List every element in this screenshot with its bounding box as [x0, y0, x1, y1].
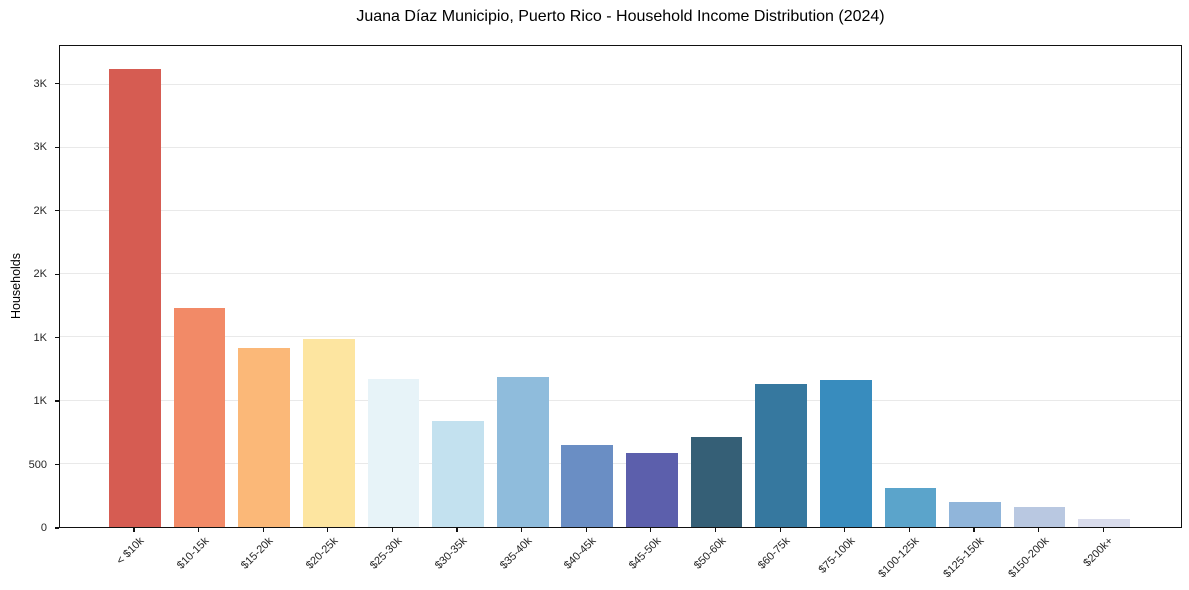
xtick-label-$20-25k: $20-25k [303, 535, 341, 572]
bar-< $10k [109, 68, 161, 527]
ytick-label-0: 0 [40, 522, 47, 534]
bar-$25-30k [367, 379, 420, 527]
xtick-label-$75-100k: $75-100k [816, 535, 858, 576]
gridline-2500 [60, 210, 1181, 212]
xtick-label-$60-75k: $60-75k [756, 535, 793, 572]
xtick-mark-$35-40k [521, 528, 523, 532]
y-axis-label: Households [9, 252, 23, 320]
bar-$45-50k [626, 453, 678, 527]
bar-$100-125k [884, 487, 937, 527]
xtick-label-$10-15k: $10-15k [174, 535, 212, 572]
ytick-mark-500 [55, 463, 59, 466]
xtick-mark-$10-15k [198, 528, 200, 532]
xtick-label-$25-30k: $25-30k [368, 535, 405, 572]
chart-title: Juana Díaz Municipio, Puerto Rico - Hous… [356, 8, 885, 25]
bar-$150-200k [1013, 506, 1066, 527]
bar-$50-60k [690, 436, 743, 527]
ytick-label-2000: 2K [33, 268, 47, 281]
ytick-label-1000: 1K [33, 395, 47, 408]
xtick-label-$15-20k: $15-20k [239, 535, 276, 572]
xtick-label-< $10k: < $10k [114, 535, 147, 568]
bar-$10-15k [173, 308, 226, 527]
ytick-mark-1000 [55, 400, 59, 402]
gridline-500 [60, 462, 1181, 464]
gridline-2000 [60, 273, 1181, 275]
ytick-mark-2500 [55, 210, 59, 212]
ytick-mark-3000 [55, 146, 59, 148]
bar-$125-150k [949, 501, 1001, 527]
bar-$75-100k [819, 380, 872, 527]
bar-$60-75k [755, 383, 807, 527]
bar-$200k+ [1078, 519, 1131, 527]
ytick-mark-1500 [55, 337, 59, 339]
ytick-mark-3500 [55, 83, 59, 85]
bar-$30-35k [432, 420, 484, 527]
xtick-label-$35-40k: $35-40k [497, 535, 535, 572]
gridline-3500 [60, 83, 1181, 85]
bar-$40-45k [561, 444, 614, 527]
xtick-mark-< $10k [133, 528, 135, 532]
plot-area [59, 45, 1182, 528]
xtick-mark-$25-30k [391, 528, 394, 532]
gridline-1500 [60, 336, 1181, 338]
xtick-mark-$60-75k [779, 528, 781, 532]
xtick-mark-$100-125k [908, 528, 910, 532]
xtick-mark-$40-45k [585, 528, 587, 532]
gridline-1000 [60, 399, 1181, 401]
xtick-label-$30-35k: $30-35k [432, 535, 470, 572]
xtick-mark-$200k+ [1102, 528, 1104, 532]
xtick-mark-$20-25k [327, 528, 329, 532]
xtick-mark-$45-50k [650, 528, 652, 532]
xtick-mark-$150-200k [1037, 528, 1040, 532]
ytick-label-3000: 3K [33, 141, 47, 154]
bar-$15-20k [238, 347, 291, 527]
xtick-label-$50-60k: $50-60k [691, 535, 729, 572]
ytick-label-1500: 1K [33, 331, 47, 344]
bar-$35-40k [496, 377, 549, 527]
xtick-label-$40-45k: $40-45k [562, 535, 599, 572]
bar-$20-25k [302, 338, 355, 527]
ytick-label-500: 500 [28, 458, 47, 471]
xtick-mark-$125-150k [973, 528, 975, 532]
ytick-mark-2000 [55, 273, 59, 275]
xtick-label-$200k+: $200k+ [1081, 535, 1116, 570]
ytick-label-2500: 2K [33, 204, 47, 217]
xtick-label-$150-200k: $150-200k [1005, 535, 1052, 581]
xtick-mark-$30-35k [456, 528, 458, 532]
ytick-label-3500: 3K [33, 77, 47, 90]
xtick-mark-$50-60k [714, 528, 717, 532]
xtick-mark-$15-20k [262, 528, 264, 532]
xtick-mark-$75-100k [844, 528, 846, 532]
xtick-label-$125-150k: $125-150k [941, 535, 987, 581]
ytick-mark-0 [55, 527, 59, 529]
xtick-label-$100-125k: $100-125k [876, 535, 922, 581]
xtick-label-$45-50k: $45-50k [626, 535, 664, 572]
gridline-3000 [60, 146, 1181, 148]
